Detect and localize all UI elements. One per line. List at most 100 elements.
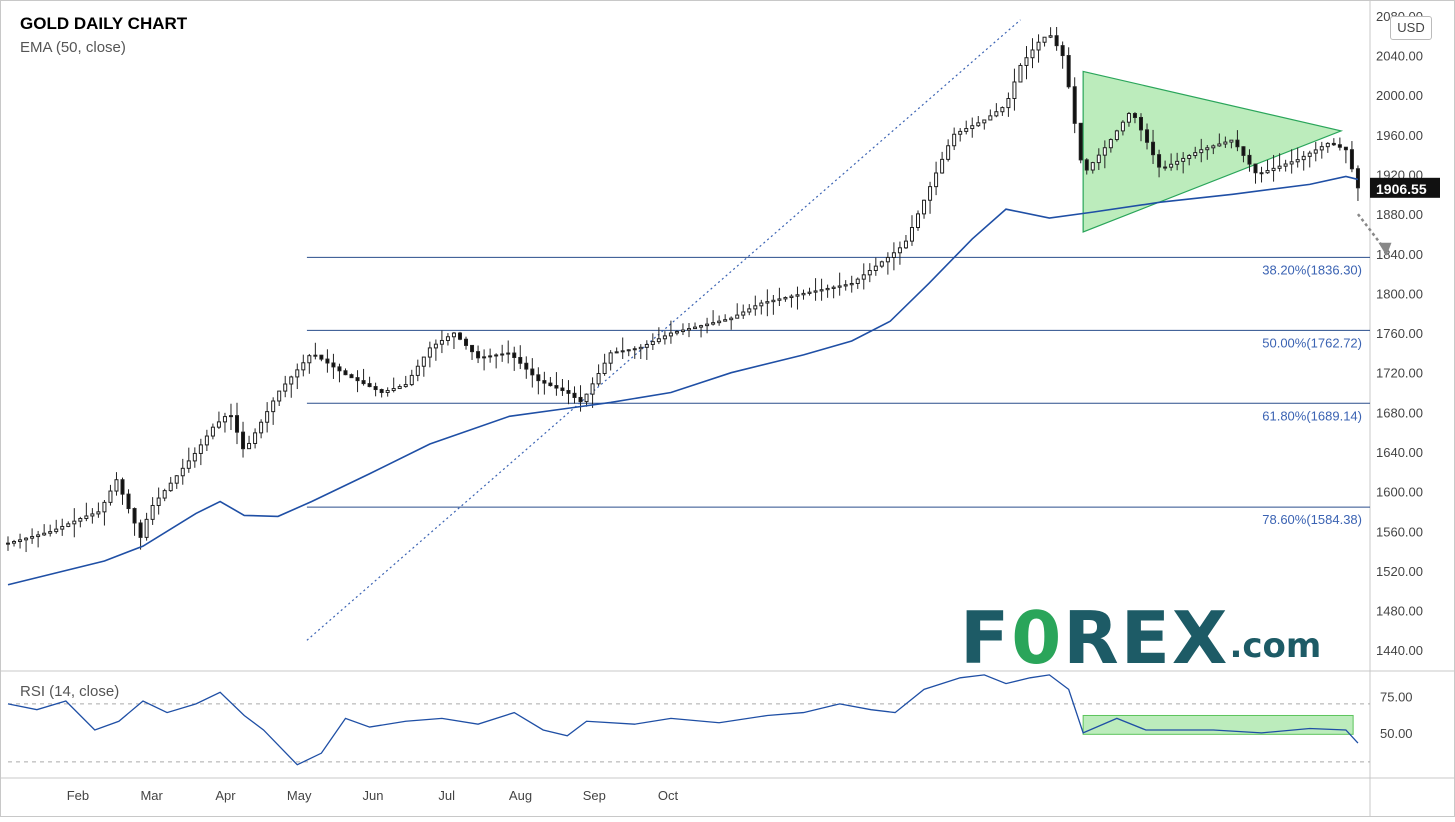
time-axis-label: Apr [215, 788, 236, 803]
candle-body [994, 111, 999, 117]
candle-body [180, 467, 185, 477]
candle-body [24, 537, 29, 541]
candle-body [379, 389, 384, 394]
candle-body [626, 349, 631, 352]
price-tick-label: 1640.00 [1376, 445, 1423, 460]
currency-button[interactable]: USD [1390, 16, 1432, 40]
candle-body [1343, 146, 1348, 151]
candle-body [192, 452, 197, 462]
price-tick-label: 1680.00 [1376, 405, 1423, 420]
candle-body [1060, 45, 1065, 57]
candle-body [337, 366, 342, 372]
price-tick-label: 1760.00 [1376, 326, 1423, 341]
candle-body [228, 415, 233, 418]
candle-body [482, 356, 487, 359]
candle-body [1072, 86, 1077, 124]
candle-body [518, 356, 523, 364]
candle-body [241, 431, 246, 450]
candle-body [530, 368, 535, 376]
candle-body [988, 115, 993, 121]
candle-body [970, 125, 975, 130]
candle-body [1187, 155, 1192, 159]
candle-body [1018, 64, 1023, 83]
candle-body [982, 119, 987, 124]
candle-body [1241, 146, 1246, 156]
candle-body [391, 388, 396, 392]
candle-body [1277, 165, 1282, 169]
candle-body [897, 247, 902, 254]
candle-body [84, 515, 89, 520]
candle-body [879, 261, 884, 267]
candle-body [210, 426, 215, 437]
time-axis-label: Mar [140, 788, 163, 803]
candle-body [1295, 159, 1300, 163]
candle-body [1120, 121, 1125, 132]
candle-body [48, 531, 53, 534]
candle-body [855, 278, 860, 284]
candle-body [590, 383, 595, 395]
candle-body [331, 362, 336, 368]
candle-body [801, 292, 806, 296]
candle-body [741, 311, 746, 316]
candle-body [1036, 41, 1041, 51]
forex-logo: F0REX.com [960, 596, 1321, 680]
candle-body [349, 374, 354, 379]
price-tick-label: 1600.00 [1376, 485, 1423, 500]
candle-body [36, 534, 41, 538]
candle-body [1169, 163, 1174, 168]
candle-body [674, 331, 679, 334]
candle-body [409, 374, 414, 386]
candle-body [1355, 168, 1360, 189]
candle-body [711, 322, 716, 325]
candle-body [783, 297, 788, 300]
candle-body [1078, 122, 1083, 161]
candle-body [204, 435, 209, 446]
candle-body [771, 299, 776, 303]
fib-level-label: 38.20%(1836.30) [1262, 262, 1362, 277]
candle-body [168, 482, 173, 492]
time-axis-label: Oct [658, 788, 679, 803]
candle-body [1301, 155, 1306, 161]
candle-body [885, 256, 890, 263]
candle-body [464, 338, 469, 346]
price-tick-label: 2000.00 [1376, 88, 1423, 103]
candle-body [1054, 35, 1059, 47]
candle-body [765, 301, 770, 304]
candle-body [825, 287, 830, 291]
price-tick-label: 1960.00 [1376, 128, 1423, 143]
candle-body [1030, 49, 1035, 59]
candle-body [891, 252, 896, 258]
candle-body [1181, 157, 1186, 162]
time-axis-label: Jun [362, 788, 383, 803]
time-axis-label: Jul [438, 788, 455, 803]
candle-body [1217, 143, 1222, 147]
candle-body [397, 386, 402, 390]
candle-body [60, 525, 65, 530]
candle-body [548, 382, 553, 387]
candle-body [1247, 154, 1252, 165]
candle-body [922, 199, 927, 215]
candle-body [735, 314, 740, 319]
candle-body [1145, 129, 1150, 143]
candle-body [1253, 163, 1258, 174]
candle-body [488, 355, 493, 358]
candle-body [1157, 154, 1162, 168]
rsi-tick-label: 50.00 [1380, 726, 1413, 741]
candle-body [717, 320, 722, 324]
candle-body [42, 532, 47, 536]
logo-text-pre: F [960, 596, 1012, 680]
candle-body [198, 444, 203, 454]
candle-body [325, 358, 330, 364]
candle-body [361, 380, 366, 385]
candle-body [723, 319, 728, 322]
candle-body [1193, 152, 1198, 157]
candle-body [1205, 147, 1210, 151]
candle-body [662, 335, 667, 340]
price-tick-label: 1480.00 [1376, 604, 1423, 619]
candle-body [144, 518, 149, 538]
candle-body [271, 400, 276, 413]
candle-body [1084, 159, 1089, 171]
candle-body [1325, 142, 1330, 148]
price-tick-label: 2040.00 [1376, 49, 1423, 64]
candle-body [831, 286, 836, 289]
